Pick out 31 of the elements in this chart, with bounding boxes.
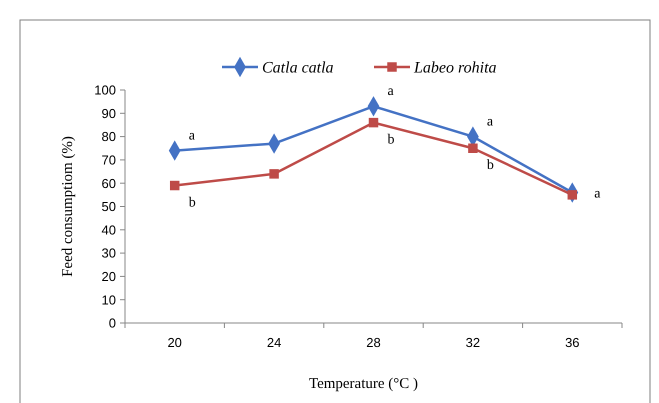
annotation: a bbox=[188, 128, 196, 144]
x-axis-title: Temperature (°C ) bbox=[308, 376, 418, 392]
point bbox=[269, 169, 279, 179]
annotation: b bbox=[388, 132, 394, 148]
legend-label: Labeo rohita bbox=[413, 60, 497, 77]
y-axis-title: Feed consumptiom (%) bbox=[60, 136, 76, 277]
y-tick-label: 60 bbox=[102, 176, 116, 191]
y-tick-label: 100 bbox=[94, 82, 116, 98]
x-tick-label: 20 bbox=[167, 335, 182, 350]
x-tick-label: 28 bbox=[366, 335, 381, 350]
y-tick-label: 40 bbox=[102, 222, 116, 238]
x-tick-label: 32 bbox=[466, 335, 480, 350]
point bbox=[368, 118, 378, 128]
annotation: b bbox=[486, 158, 494, 174]
y-tick-label: 0 bbox=[108, 316, 116, 331]
legend-label: Catla catla bbox=[262, 60, 334, 77]
y-tick-label: 20 bbox=[102, 268, 116, 284]
annotation: a bbox=[594, 186, 602, 202]
y-tick-label: 90 bbox=[102, 106, 116, 121]
y-tick-label: 80 bbox=[102, 129, 116, 144]
x-tick-label: 24 bbox=[266, 335, 282, 350]
annotation: a bbox=[486, 114, 494, 130]
y-tick-label: 70 bbox=[102, 152, 116, 168]
y-tick-label: 50 bbox=[102, 199, 116, 214]
point bbox=[468, 144, 478, 153]
x-tick-label: 36 bbox=[565, 335, 580, 350]
y-tick-label: 10 bbox=[102, 292, 116, 308]
annotation: a bbox=[388, 84, 394, 100]
annotation: b bbox=[188, 195, 196, 210]
point bbox=[170, 180, 180, 190]
y-tick-label: 30 bbox=[102, 246, 116, 261]
